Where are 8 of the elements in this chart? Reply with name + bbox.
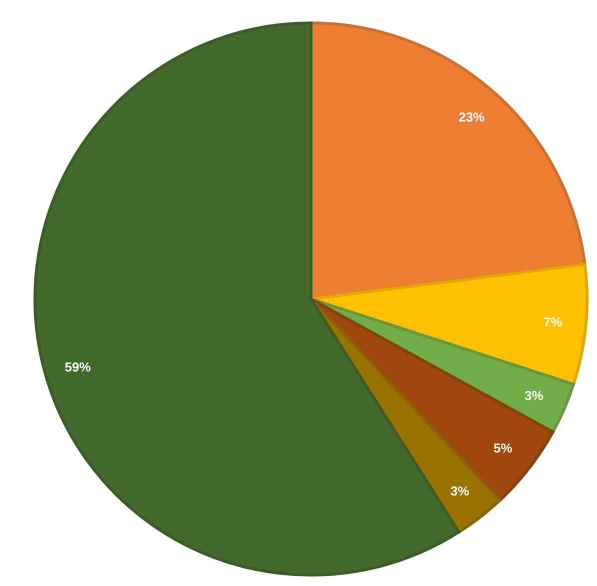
pie-slice xyxy=(310,22,586,300)
data-label: 7% xyxy=(543,314,563,330)
data-label: 59% xyxy=(64,359,92,374)
data-label: 23% xyxy=(458,109,486,124)
pie-slice xyxy=(310,262,588,386)
data-label: 5% xyxy=(494,440,513,456)
data-label: 3% xyxy=(524,388,544,403)
data-label: 3% xyxy=(450,483,470,498)
